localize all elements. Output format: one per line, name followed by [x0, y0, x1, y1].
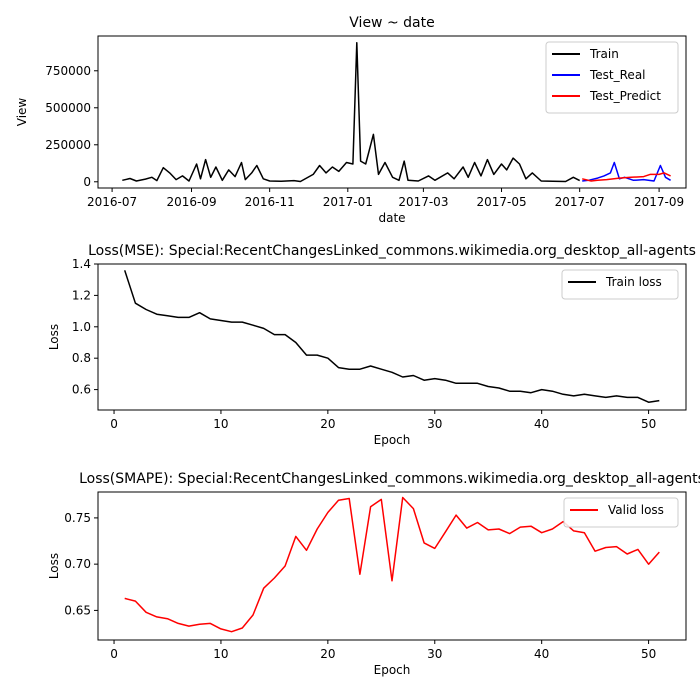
x-tick-label: 50: [641, 417, 656, 431]
series-line-valid-loss: [124, 496, 660, 633]
x-axis-label: Epoch: [374, 433, 411, 447]
y-tick-label: 750000: [45, 64, 91, 78]
legend-entry-label: Test_Predict: [589, 89, 661, 103]
plot-frame: [97, 263, 687, 411]
legend-box: [561, 269, 679, 300]
x-tick-label: 40: [534, 647, 549, 661]
chart-title: Loss(SMAPE): Special:RecentChangesLinked…: [79, 471, 700, 487]
legend: Train loss: [561, 269, 679, 300]
x-tick-label: 20: [320, 647, 335, 661]
x-axis-label: date: [378, 211, 405, 225]
x-tick-label: 50: [641, 647, 656, 661]
y-tick-label: 500000: [45, 101, 91, 115]
y-tick-label: 1.2: [72, 288, 91, 302]
x-tick-label: 0: [110, 647, 118, 661]
x-tick-label: 2016-07: [87, 195, 137, 209]
legend: Valid loss: [563, 497, 679, 528]
x-tick-label: 2016-09: [166, 195, 216, 209]
x-tick-label: 40: [534, 417, 549, 431]
x-tick-label: 20: [320, 417, 335, 431]
legend-box: [563, 497, 679, 528]
y-axis-label: Loss: [47, 553, 61, 579]
chart-1: View ~ date 2016-07 2016-09 2016-11 2017-01 2…: [15, 15, 687, 225]
plot-frame: [97, 35, 687, 189]
y-tick-label: 1.0: [72, 320, 91, 334]
x-tick-label: 0: [110, 417, 118, 431]
x-tick-label: 10: [213, 417, 228, 431]
x-tick-label: 2017-07: [555, 195, 605, 209]
legend: Train Test_Real Test_Predict: [545, 41, 679, 114]
series-line-test-predict: [582, 172, 671, 182]
x-tick-label: 30: [427, 417, 442, 431]
y-tick-label: 1.4: [72, 257, 91, 271]
x-tick-label: 2017-03: [398, 195, 448, 209]
legend-entry-label: Test_Real: [589, 68, 646, 82]
series-line-train: [122, 41, 581, 183]
x-tick-label: 2017-01: [323, 195, 373, 209]
y-axis-label: View: [15, 98, 29, 127]
y-tick-label: 0.75: [64, 511, 91, 525]
y-axis-label: Loss: [47, 324, 61, 350]
legend-entry-label: Valid loss: [608, 503, 664, 517]
x-tick-label: 30: [427, 647, 442, 661]
legend-entry-label: Train: [589, 47, 619, 61]
plot-frame: [97, 491, 687, 641]
y-tick-label: 0: [83, 175, 91, 189]
series-line-train-loss: [123, 270, 660, 403]
x-tick-label: 10: [213, 647, 228, 661]
x-tick-label: 2017-09: [634, 195, 684, 209]
x-axis-label: Epoch: [374, 663, 411, 677]
x-tick-label: 2016-11: [245, 195, 295, 209]
chart-3: Loss(SMAPE): Special:RecentChangesLinked…: [47, 471, 700, 677]
y-tick-label: 0.70: [64, 557, 91, 571]
chart-2: Loss(MSE): Special:RecentChangesLinked_c…: [47, 243, 696, 447]
chart-title: Loss(MSE): Special:RecentChangesLinked_c…: [88, 243, 696, 259]
x-tick-label: 2017-05: [476, 195, 526, 209]
y-tick-label: 250000: [45, 138, 91, 152]
chart-title: View ~ date: [349, 15, 434, 31]
legend-entry-label: Train loss: [605, 275, 662, 289]
y-tick-label: 0.65: [64, 603, 91, 617]
y-tick-label: 0.8: [72, 351, 91, 365]
y-tick-label: 0.6: [72, 383, 91, 397]
